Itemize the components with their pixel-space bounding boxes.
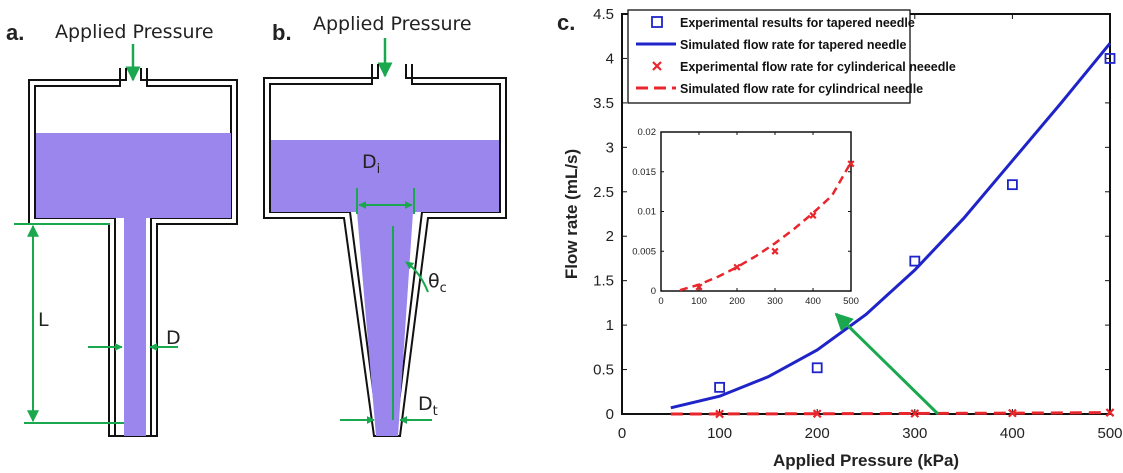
- y-tick-label: 0.015: [632, 167, 656, 178]
- y-tick-label: 0.005: [632, 246, 656, 257]
- x-tick-label: 0: [658, 296, 663, 307]
- fluid-needle: [124, 218, 146, 436]
- legend-entry-label: Simulated flow rate for tapered needle: [680, 38, 906, 52]
- panel-a: a. Applied Pressure L D: [6, 20, 238, 437]
- inset-y-ticks: 0 0.005 0.01 0.015 0.02: [632, 127, 851, 297]
- reservoir-inner-wall: [269, 64, 501, 437]
- y-tick-label: 1.5: [593, 273, 614, 290]
- y-tick-label: 0.5: [593, 362, 614, 379]
- inset-series: [679, 160, 855, 292]
- x-tick-label: 300: [767, 296, 783, 307]
- fluid-reservoir: [36, 133, 231, 218]
- inset-background: [661, 132, 851, 291]
- y-tick-label: 3.5: [593, 95, 614, 112]
- legend-entry-label: Simulated flow rate for cylindrical need…: [680, 82, 923, 96]
- main-x-ticks: 0 100 200 300 400 500: [618, 14, 1123, 442]
- x-tick-label: 200: [729, 296, 745, 307]
- legend-marker-square: [651, 16, 663, 28]
- cone-angle-label: θc: [428, 270, 447, 296]
- main-y-ticks: 0 0.5 1 1.5 2 2.5 3 3.5 4 4.5: [593, 6, 1110, 423]
- x-tick-label: 0: [618, 425, 626, 442]
- simulated-cylindrical-line: [679, 161, 853, 292]
- x-tick-label: 300: [902, 425, 927, 442]
- legend-entry-label: Experimental flow rate for cylinderical …: [680, 60, 956, 74]
- cylindrical-data-point: [809, 211, 817, 220]
- legend-entries: Experimental results for tapered needle S…: [636, 16, 956, 96]
- x-tick-label: 400: [1000, 425, 1025, 442]
- panel-a-letter: a.: [6, 20, 24, 45]
- x-tick-label: 100: [707, 425, 732, 442]
- cylindrical-data-point: [812, 409, 822, 419]
- legend-marker-x: [652, 61, 662, 71]
- x-tick-label: 200: [805, 425, 830, 442]
- cylindrical-data-point: [771, 247, 779, 255]
- panel-c-letter: c.: [557, 10, 575, 35]
- tapered-data-point: [909, 255, 921, 267]
- inset-chart: 0 100 200 300 400 500 0 0.005 0.01 0.015 0.02: [632, 127, 859, 307]
- y-tick-label: 0: [606, 406, 614, 423]
- x-tick-label: 500: [1097, 425, 1122, 442]
- fluid-tapered-needle: [357, 212, 413, 436]
- tapered-data-point: [714, 381, 725, 393]
- legend: Experimental results for tapered needle S…: [627, 9, 956, 104]
- inset-x-ticks: 0 100 200 300 400 500: [658, 132, 859, 307]
- simulated-cylindrical-line: [670, 411, 1111, 416]
- panel-b: b. Applied Pressure Di θc Dt: [263, 13, 507, 437]
- cylindrical-data-point: [1008, 408, 1017, 418]
- panel-c: c. 0 100 200 300 400 500 0 0.5 1 1.5 2 2.5 3 3.5 4 4.5…: [557, 6, 1123, 470]
- y-axis-title: Flow rate (mL/s): [562, 149, 581, 279]
- y-tick-label: 0: [651, 286, 656, 297]
- panel-b-pressure-label: Applied Pressure: [313, 13, 472, 35]
- y-tick-label: 0.02: [638, 127, 657, 138]
- tapered-data-point: [1104, 53, 1116, 64]
- tapered-data-point: [1007, 179, 1018, 191]
- x-tick-label: 400: [805, 296, 821, 307]
- panel-b-letter: b.: [272, 20, 292, 45]
- y-tick-label: 2.5: [593, 184, 614, 201]
- diameter-label: D: [166, 327, 181, 349]
- x-tick-label: 500: [843, 296, 859, 307]
- panel-a-pressure-label: Applied Pressure: [55, 21, 214, 43]
- legend-entry-label: Experimental results for tapered needle: [680, 16, 915, 30]
- cylindrical-data-point: [910, 409, 920, 418]
- y-tick-label: 4.5: [593, 6, 614, 23]
- y-tick-label: 0.01: [638, 207, 657, 218]
- main-chart: 0 100 200 300 400 500 0 0.5 1 1.5 2 2.5 3 3.5 4 4.5 Ap…: [562, 6, 1123, 470]
- simulated-tapered-line: [670, 42, 1112, 410]
- inner-diameter-label: Di: [362, 151, 380, 177]
- zoom-pointer-arrow: [834, 312, 940, 416]
- x-tick-label: 100: [691, 296, 707, 307]
- angle-arc: [405, 261, 429, 293]
- x-axis-title: Applied Pressure (kPa): [773, 451, 959, 470]
- fluid-reservoir: [271, 140, 499, 212]
- y-tick-label: 4: [606, 50, 614, 67]
- length-label: L: [38, 309, 49, 331]
- y-tick-label: 2: [606, 228, 614, 245]
- tip-diameter-label: Dt: [418, 393, 438, 419]
- main-series: [670, 42, 1116, 419]
- tapered-data-point: [811, 362, 823, 374]
- y-tick-label: 3: [606, 139, 614, 156]
- y-tick-label: 1: [606, 317, 614, 334]
